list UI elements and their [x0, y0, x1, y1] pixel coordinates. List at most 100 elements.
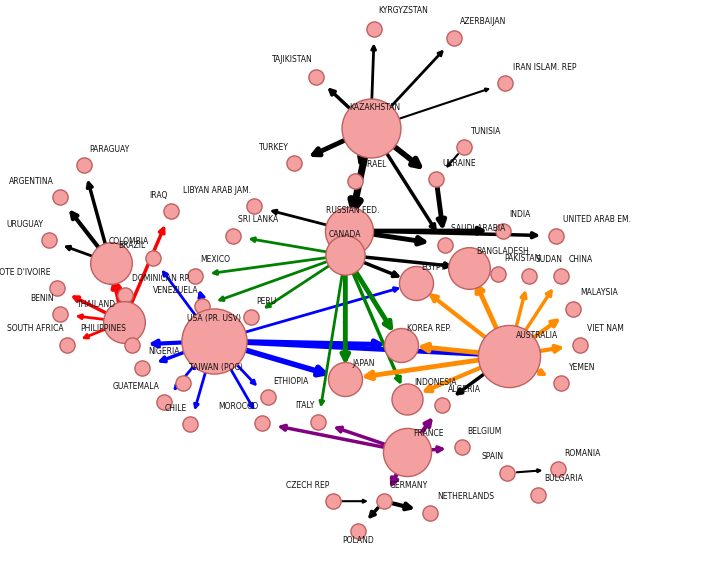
Point: [523, 271, 535, 280]
Point: [343, 226, 355, 235]
Point: [177, 379, 189, 388]
Point: [497, 226, 509, 235]
Text: LIBYAN ARAB JAM.: LIBYAN ARAB JAM.: [182, 186, 251, 195]
Text: CZECH REP: CZECH REP: [286, 481, 329, 490]
Text: EGYPT: EGYPT: [422, 263, 446, 272]
Point: [78, 161, 89, 170]
Point: [209, 337, 220, 346]
Point: [436, 400, 448, 409]
Text: ROMANIA: ROMANIA: [564, 448, 601, 457]
Text: SPAIN: SPAIN: [482, 452, 504, 461]
Point: [289, 159, 300, 168]
Text: MEXICO: MEXICO: [201, 255, 230, 264]
Point: [189, 271, 201, 280]
Point: [51, 284, 63, 293]
Text: UKRAINE: UKRAINE: [442, 159, 475, 168]
Text: TURKEY: TURKEY: [259, 143, 289, 152]
Text: SUDAN: SUDAN: [535, 255, 562, 264]
Point: [227, 231, 238, 240]
Text: NIGERIA: NIGERIA: [148, 347, 180, 356]
Text: INDIA: INDIA: [509, 210, 530, 219]
Point: [458, 143, 470, 152]
Text: KYRGYZSTAN: KYRGYZSTAN: [378, 6, 428, 15]
Point: [43, 236, 55, 245]
Text: TUNISIA: TUNISIA: [471, 127, 502, 136]
Point: [313, 417, 324, 426]
Point: [449, 34, 460, 43]
Text: GUATEMALA: GUATEMALA: [113, 382, 160, 391]
Text: AZERBAIJAN: AZERBAIJAN: [460, 16, 507, 25]
Text: IRAN ISLAM. REP: IRAN ISLAM. REP: [513, 63, 576, 72]
Text: CHINA: CHINA: [569, 255, 593, 264]
Point: [54, 193, 65, 202]
Text: BRAZIL: BRAZIL: [118, 241, 145, 250]
Point: [532, 490, 544, 499]
Point: [137, 363, 148, 372]
Point: [262, 393, 273, 402]
Text: BANGLADESH: BANGLADESH: [476, 248, 529, 257]
Text: CANADA: CANADA: [329, 230, 361, 239]
Point: [147, 253, 158, 262]
Point: [340, 250, 351, 259]
Text: INDONESIA: INDONESIA: [414, 378, 457, 387]
Text: PERU: PERU: [257, 297, 277, 306]
Text: ARGENTINA: ARGENTINA: [9, 177, 54, 186]
Text: BELGIUM: BELGIUM: [467, 427, 502, 436]
Point: [249, 202, 260, 211]
Text: FRANCE: FRANCE: [413, 429, 443, 438]
Text: DOMINICAN RP.: DOMINICAN RP.: [132, 274, 190, 283]
Text: SAUDI ARABIA: SAUDI ARABIA: [451, 224, 505, 233]
Text: SOUTH AFRICA: SOUTH AFRICA: [7, 324, 63, 333]
Text: PHILIPPINES: PHILIPPINES: [81, 324, 126, 333]
Point: [430, 175, 442, 184]
Point: [105, 258, 116, 267]
Point: [118, 317, 129, 326]
Text: BENIN: BENIN: [31, 293, 54, 302]
Point: [365, 124, 377, 133]
Point: [369, 24, 380, 33]
Text: RUSSIAN FED.: RUSSIAN FED.: [326, 206, 379, 215]
Text: POLAND: POLAND: [342, 536, 374, 545]
Point: [126, 340, 138, 349]
Point: [158, 398, 169, 407]
Point: [340, 375, 351, 384]
Point: [555, 271, 567, 280]
Text: COLOMBIA: COLOMBIA: [109, 237, 149, 246]
Point: [395, 340, 407, 349]
Point: [310, 72, 322, 81]
Point: [185, 420, 196, 429]
Point: [401, 447, 413, 456]
Text: VIET NAM: VIET NAM: [587, 324, 624, 333]
Text: PARAGUAY: PARAGUAY: [89, 145, 129, 154]
Point: [550, 231, 562, 240]
Point: [574, 340, 586, 349]
Text: PAKISTAN: PAKISTAN: [504, 254, 540, 263]
Point: [553, 465, 564, 474]
Point: [378, 497, 390, 506]
Point: [352, 526, 364, 535]
Point: [503, 351, 515, 360]
Point: [425, 508, 436, 517]
Text: GERMANY: GERMANY: [390, 481, 428, 490]
Text: CHILE: CHILE: [164, 404, 187, 413]
Point: [502, 469, 513, 478]
Text: NETHERLANDS: NETHERLANDS: [438, 492, 494, 501]
Text: IRAQ: IRAQ: [149, 191, 167, 200]
Text: VENEZUELA: VENEZUELA: [153, 286, 198, 295]
Text: COTE D'IVOIRE: COTE D'IVOIRE: [0, 268, 51, 277]
Point: [196, 302, 208, 311]
Text: ISRAEL: ISRAEL: [361, 160, 387, 169]
Text: SRI LANKA: SRI LANKA: [238, 215, 278, 224]
Text: ETHIOPIA: ETHIOPIA: [273, 377, 309, 386]
Text: URUGUAY: URUGUAY: [6, 220, 43, 229]
Text: THAILAND: THAILAND: [77, 300, 116, 309]
Text: MALAYSIA: MALAYSIA: [580, 288, 618, 297]
Point: [456, 443, 467, 452]
Text: KAZAKHSTAN: KAZAKHSTAN: [349, 103, 400, 112]
Point: [245, 312, 257, 321]
Text: AUSTRALIA: AUSTRALIA: [516, 331, 558, 340]
Text: ALGERIA: ALGERIA: [448, 385, 481, 394]
Text: YEMEN: YEMEN: [569, 363, 595, 372]
Point: [401, 394, 413, 403]
Text: KOREA REP.: KOREA REP.: [407, 324, 451, 333]
